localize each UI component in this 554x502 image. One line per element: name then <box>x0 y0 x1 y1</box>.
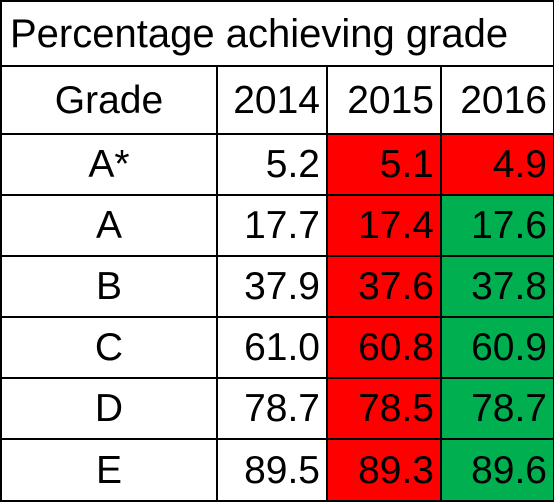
cell-2014[interactable]: 89.5 <box>216 438 328 502</box>
cell-grade[interactable]: B <box>0 255 218 318</box>
header-2016[interactable]: 2016 <box>440 65 554 135</box>
cell-2016[interactable]: 60.9 <box>440 316 554 379</box>
header-grade[interactable]: Grade <box>0 65 218 135</box>
cell-grade[interactable]: C <box>0 316 218 379</box>
table-row: E 89.5 89.3 89.6 <box>0 438 554 502</box>
cell-2014[interactable]: 5.2 <box>216 133 328 196</box>
cell-2015[interactable]: 37.6 <box>326 255 442 318</box>
cell-2016[interactable]: 89.6 <box>440 438 554 502</box>
cell-2015[interactable]: 89.3 <box>326 438 442 502</box>
cell-2014[interactable]: 61.0 <box>216 316 328 379</box>
header-2015[interactable]: 2015 <box>326 65 442 135</box>
title-row: Percentage achieving grade <box>0 0 554 67</box>
cell-2015[interactable]: 78.5 <box>326 377 442 440</box>
cell-grade[interactable]: E <box>0 438 218 502</box>
table-row: D 78.7 78.5 78.7 <box>0 377 554 440</box>
table-row: A 17.7 17.4 17.6 <box>0 194 554 257</box>
cell-grade[interactable]: A <box>0 194 218 257</box>
header-row: Grade 2014 2015 2016 <box>0 65 554 135</box>
cell-2015[interactable]: 5.1 <box>326 133 442 196</box>
cell-2016[interactable]: 78.7 <box>440 377 554 440</box>
cell-grade[interactable]: A* <box>0 133 218 196</box>
table-title[interactable]: Percentage achieving grade <box>0 0 554 67</box>
cell-2015[interactable]: 60.8 <box>326 316 442 379</box>
cell-grade[interactable]: D <box>0 377 218 440</box>
table-row: A* 5.2 5.1 4.9 <box>0 133 554 196</box>
cell-2014[interactable]: 17.7 <box>216 194 328 257</box>
cell-2016[interactable]: 4.9 <box>440 133 554 196</box>
table-row: B 37.9 37.6 37.8 <box>0 255 554 318</box>
cell-2016[interactable]: 37.8 <box>440 255 554 318</box>
cell-2015[interactable]: 17.4 <box>326 194 442 257</box>
cell-2014[interactable]: 37.9 <box>216 255 328 318</box>
cell-2016[interactable]: 17.6 <box>440 194 554 257</box>
header-2014[interactable]: 2014 <box>216 65 328 135</box>
cell-2014[interactable]: 78.7 <box>216 377 328 440</box>
table-row: C 61.0 60.8 60.9 <box>0 316 554 379</box>
